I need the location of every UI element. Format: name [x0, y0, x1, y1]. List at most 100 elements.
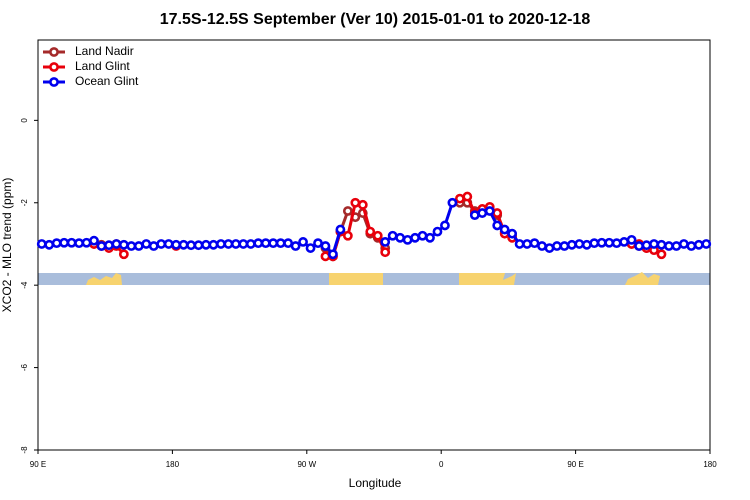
data-point: [387, 230, 398, 241]
data-point: [686, 241, 697, 251]
x-tick-label: 180: [703, 460, 717, 469]
legend-label: Land Glint: [75, 59, 130, 73]
data-point: [440, 220, 450, 231]
data-point: [313, 238, 323, 249]
data-point: [656, 249, 667, 260]
data-point: [156, 239, 167, 249]
data-point: [447, 197, 458, 208]
data-point: [701, 239, 712, 249]
data-point: [432, 226, 443, 237]
data-point: [193, 240, 204, 251]
data-point: [320, 251, 331, 262]
data-point: [566, 239, 577, 250]
data-point: [693, 239, 704, 250]
data-point: [619, 237, 630, 247]
data-point: [477, 208, 488, 218]
data-point: [499, 224, 510, 235]
data-point: [350, 197, 361, 208]
data-point: [290, 241, 301, 251]
data-point: [283, 238, 294, 249]
data-point: [81, 237, 92, 248]
data-point: [611, 238, 622, 249]
data-point: [514, 239, 525, 249]
data-point: [328, 249, 338, 260]
data-point: [141, 239, 152, 249]
x-tick-label: 180: [166, 460, 180, 469]
data-point: [537, 241, 547, 251]
data-point: [649, 239, 659, 249]
data-point: [410, 232, 420, 243]
data-point: [163, 239, 174, 249]
data-point: [454, 193, 465, 204]
data-point: [268, 238, 279, 249]
data-point: [104, 240, 114, 251]
x-tick-label: 0: [439, 460, 444, 469]
data-point: [425, 232, 435, 243]
x-tick-label: 90 W: [297, 460, 316, 469]
data-point: [604, 237, 615, 248]
legend-marker: [49, 47, 59, 57]
data-point: [305, 243, 316, 253]
data-point: [492, 208, 503, 218]
data-point: [522, 239, 532, 249]
data-point: [402, 234, 413, 245]
data-point: [320, 241, 331, 251]
chart-title: 17.5S-12.5S September (Ver 10) 2015-01-0…: [160, 11, 591, 28]
data-point: [253, 238, 264, 249]
y-tick-label: -2: [20, 199, 29, 207]
data-point: [118, 239, 129, 250]
data-point: [492, 220, 503, 231]
y-axis-label: XCO2 - MLO trend (ppm): [0, 178, 14, 313]
data-point: [201, 239, 211, 250]
data-point: [230, 239, 241, 249]
data-point: [596, 237, 607, 248]
data-point: [626, 234, 637, 245]
data-point: [372, 230, 383, 241]
data-point: [335, 224, 346, 235]
data-point: [133, 241, 144, 251]
x-tick-label: 90 E: [30, 460, 46, 469]
data-point: [507, 228, 518, 239]
data-point: [678, 239, 689, 249]
data-point: [395, 232, 406, 243]
data-point: [417, 230, 428, 241]
data-point: [223, 239, 234, 249]
data-point: [118, 249, 129, 260]
data-point: [656, 239, 667, 250]
data-point: [357, 199, 368, 210]
x-tick-label: 90 E: [567, 460, 583, 469]
data-point: [178, 239, 189, 250]
data-point: [298, 237, 308, 247]
legend-marker: [49, 77, 59, 87]
data-point: [89, 235, 99, 246]
data-point: [245, 239, 256, 249]
legend-label: Land Nadir: [75, 44, 134, 58]
data-point: [171, 239, 182, 250]
data-point: [111, 239, 122, 249]
y-tick-label: -4: [20, 281, 29, 289]
data-point: [544, 243, 555, 253]
data-point: [44, 239, 55, 250]
data-point: [671, 241, 682, 251]
data-point: [126, 241, 137, 251]
legend-marker: [49, 62, 59, 72]
y-tick-label: -8: [20, 446, 29, 454]
data-point: [552, 241, 562, 251]
data-point: [66, 237, 77, 248]
data-point: [36, 239, 47, 249]
data-point: [462, 191, 473, 202]
data-point: [641, 240, 652, 251]
data-point: [559, 241, 570, 251]
data-point: [74, 238, 84, 249]
land-mask-strip: [38, 272, 710, 285]
data-point: [238, 239, 249, 249]
data-point: [96, 241, 107, 251]
data-point: [208, 239, 219, 250]
x-axis-label: Longitude: [349, 476, 402, 490]
legend-label: Ocean Glint: [75, 74, 139, 88]
data-point: [484, 206, 495, 216]
data-point: [469, 210, 480, 221]
data-point: [589, 238, 600, 249]
